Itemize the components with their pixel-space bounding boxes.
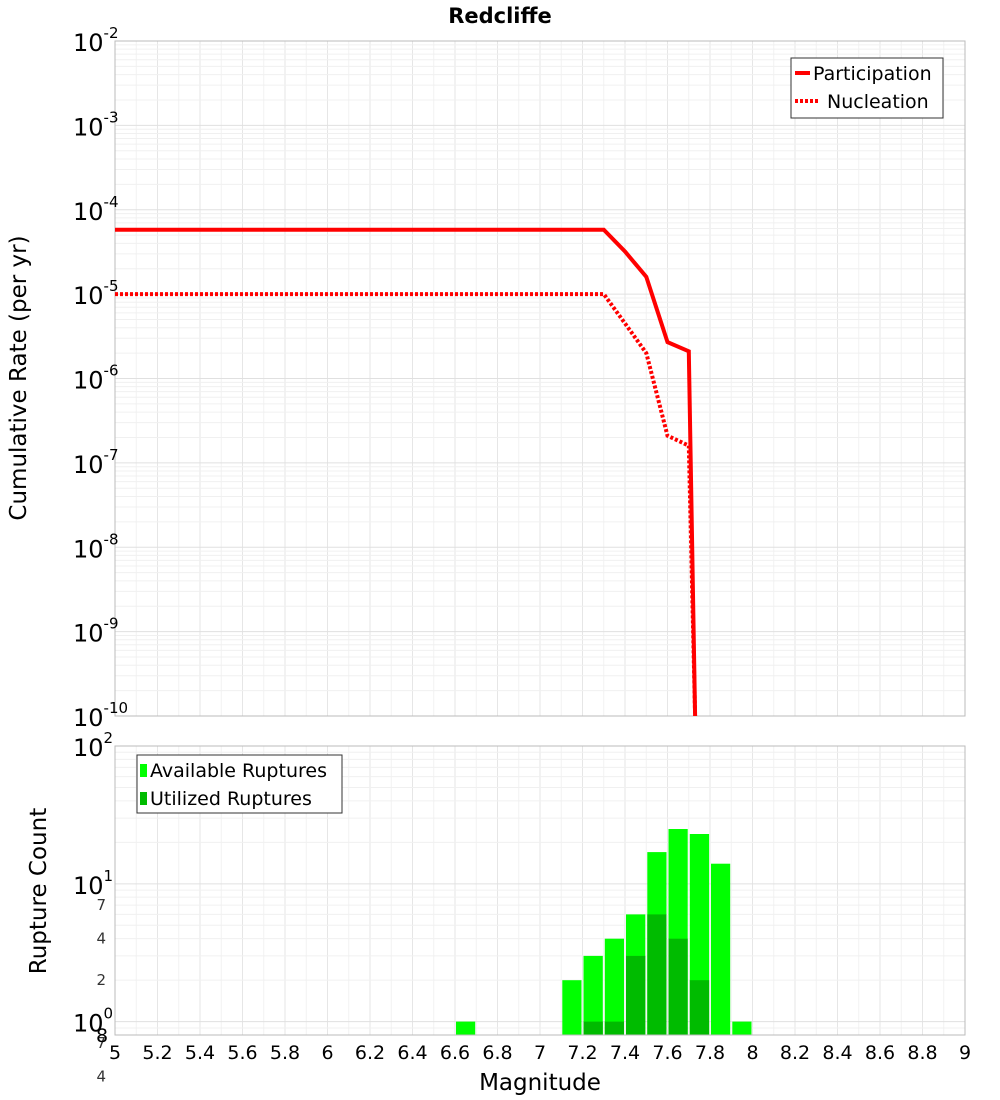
x-tick-label: 8.8 bbox=[907, 1042, 937, 1064]
available-bar bbox=[562, 980, 582, 1035]
x-tick-label: 5.2 bbox=[142, 1042, 172, 1064]
x-tick-label: 6.4 bbox=[397, 1042, 427, 1064]
bottom-y-major-label: 101 bbox=[73, 867, 113, 900]
bottom-plot-frame bbox=[114, 745, 966, 1036]
top-plot-grid bbox=[115, 41, 965, 717]
legend-utilized-label: Utilized Ruptures bbox=[150, 788, 312, 810]
available-bar bbox=[456, 1021, 476, 1035]
utilized-bar bbox=[626, 955, 646, 1035]
bottom-y-minor-label: 4 bbox=[96, 930, 106, 948]
available-bar bbox=[711, 863, 731, 1035]
top-plot-series bbox=[115, 227, 698, 717]
x-tick-label: 8.4 bbox=[822, 1042, 852, 1064]
bottom-plot-grid bbox=[115, 746, 965, 1036]
top-plot-frame bbox=[114, 40, 966, 717]
x-axis-title: Magnitude bbox=[479, 1070, 601, 1096]
bottom-y-minor-label: 7 bbox=[96, 1034, 106, 1052]
x-tick-label: 5.4 bbox=[185, 1042, 215, 1064]
x-tick-label: 7.8 bbox=[695, 1042, 725, 1064]
bottom-y-major-label: 102 bbox=[73, 729, 113, 762]
top-y-tick-label: 10-6 bbox=[73, 362, 119, 395]
chart-title: Redcliffe bbox=[448, 4, 552, 28]
x-tick-label: 6.6 bbox=[440, 1042, 470, 1064]
legend-nucleation-label: Nucleation bbox=[827, 91, 929, 113]
x-tick-label: 6.8 bbox=[482, 1042, 512, 1064]
top-y-tick-label: 10-8 bbox=[73, 530, 119, 563]
top-y-tick-label: 10-2 bbox=[73, 24, 119, 57]
utilized-bar bbox=[689, 980, 710, 1035]
x-tick-label: 8.2 bbox=[780, 1042, 810, 1064]
top-y-tick-label: 10-7 bbox=[73, 446, 119, 479]
top-y-tick-label: 10-9 bbox=[73, 615, 119, 648]
bottom-y-axis-title: Rupture Count bbox=[26, 808, 52, 974]
bottom-y-minor-label: 7 bbox=[96, 896, 106, 914]
available-bar bbox=[732, 1021, 752, 1035]
bottom-y-minor-label: 2 bbox=[96, 971, 106, 989]
x-tick-label: 7.2 bbox=[567, 1042, 597, 1064]
series-line-participation bbox=[115, 227, 698, 717]
top-y-tick-labels: 10-2 10-3 10-4 10-5 10-6 10-7 10-8 10-9 10-10 bbox=[73, 24, 128, 732]
top-y-tick-label: 10-5 bbox=[73, 277, 119, 310]
bottom-y-min-label: 8 bbox=[96, 1025, 108, 1047]
utilized-bar bbox=[583, 1021, 603, 1035]
x-tick-label: 5.8 bbox=[270, 1042, 300, 1064]
x-tick-label: 5 bbox=[109, 1042, 121, 1064]
x-tick-labels: 5 5.2 5.4 5.6 5.8 6 6.2 6.4 6.6 6.8 7 7.2 7.4 7.6 7.8 8… bbox=[109, 1042, 971, 1064]
available-bar bbox=[583, 955, 603, 1035]
bottom-legend-box bbox=[136, 754, 343, 814]
utilized-bar bbox=[604, 1021, 624, 1035]
x-tick-label: 6 bbox=[321, 1042, 333, 1064]
top-y-tick-label: 10-3 bbox=[73, 108, 119, 141]
legend-participation-label: Participation bbox=[813, 63, 932, 85]
available-bar bbox=[604, 938, 624, 1035]
x-tick-label: 9 bbox=[959, 1042, 971, 1064]
legend-available-swatch bbox=[140, 764, 147, 777]
top-y-axis-title: Cumulative Rate (per yr) bbox=[6, 235, 32, 520]
x-tick-label: 6.2 bbox=[355, 1042, 385, 1064]
series-line-nucleation bbox=[115, 292, 698, 717]
bottom-plot-bars bbox=[456, 829, 752, 1035]
x-tick-label: 8.6 bbox=[865, 1042, 895, 1064]
utilized-bar bbox=[647, 914, 667, 1035]
legend-available-label: Available Ruptures bbox=[150, 760, 327, 782]
bottom-legend: Available Ruptures Utilized Ruptures bbox=[136, 754, 343, 814]
x-tick-label: 8 bbox=[746, 1042, 758, 1064]
utilized-bar bbox=[668, 938, 688, 1035]
legend-utilized-swatch bbox=[140, 792, 147, 805]
top-y-tick-label: 10-4 bbox=[73, 193, 119, 226]
bottom-y-minor-label: 4 bbox=[96, 1067, 106, 1085]
bottom-y-tick-labels: 1021011007427428 bbox=[73, 729, 113, 1085]
x-tick-label: 5.6 bbox=[227, 1042, 257, 1064]
x-tick-label: 7.4 bbox=[610, 1042, 640, 1064]
x-tick-label: 7.6 bbox=[652, 1042, 682, 1064]
top-legend: Participation Nucleation bbox=[790, 57, 944, 119]
x-tick-label: 7 bbox=[534, 1042, 546, 1064]
bottom-y-major-label: 100 bbox=[73, 1005, 113, 1038]
top-legend-box bbox=[790, 57, 944, 119]
top-y-tick-label: 10-10 bbox=[73, 699, 128, 732]
